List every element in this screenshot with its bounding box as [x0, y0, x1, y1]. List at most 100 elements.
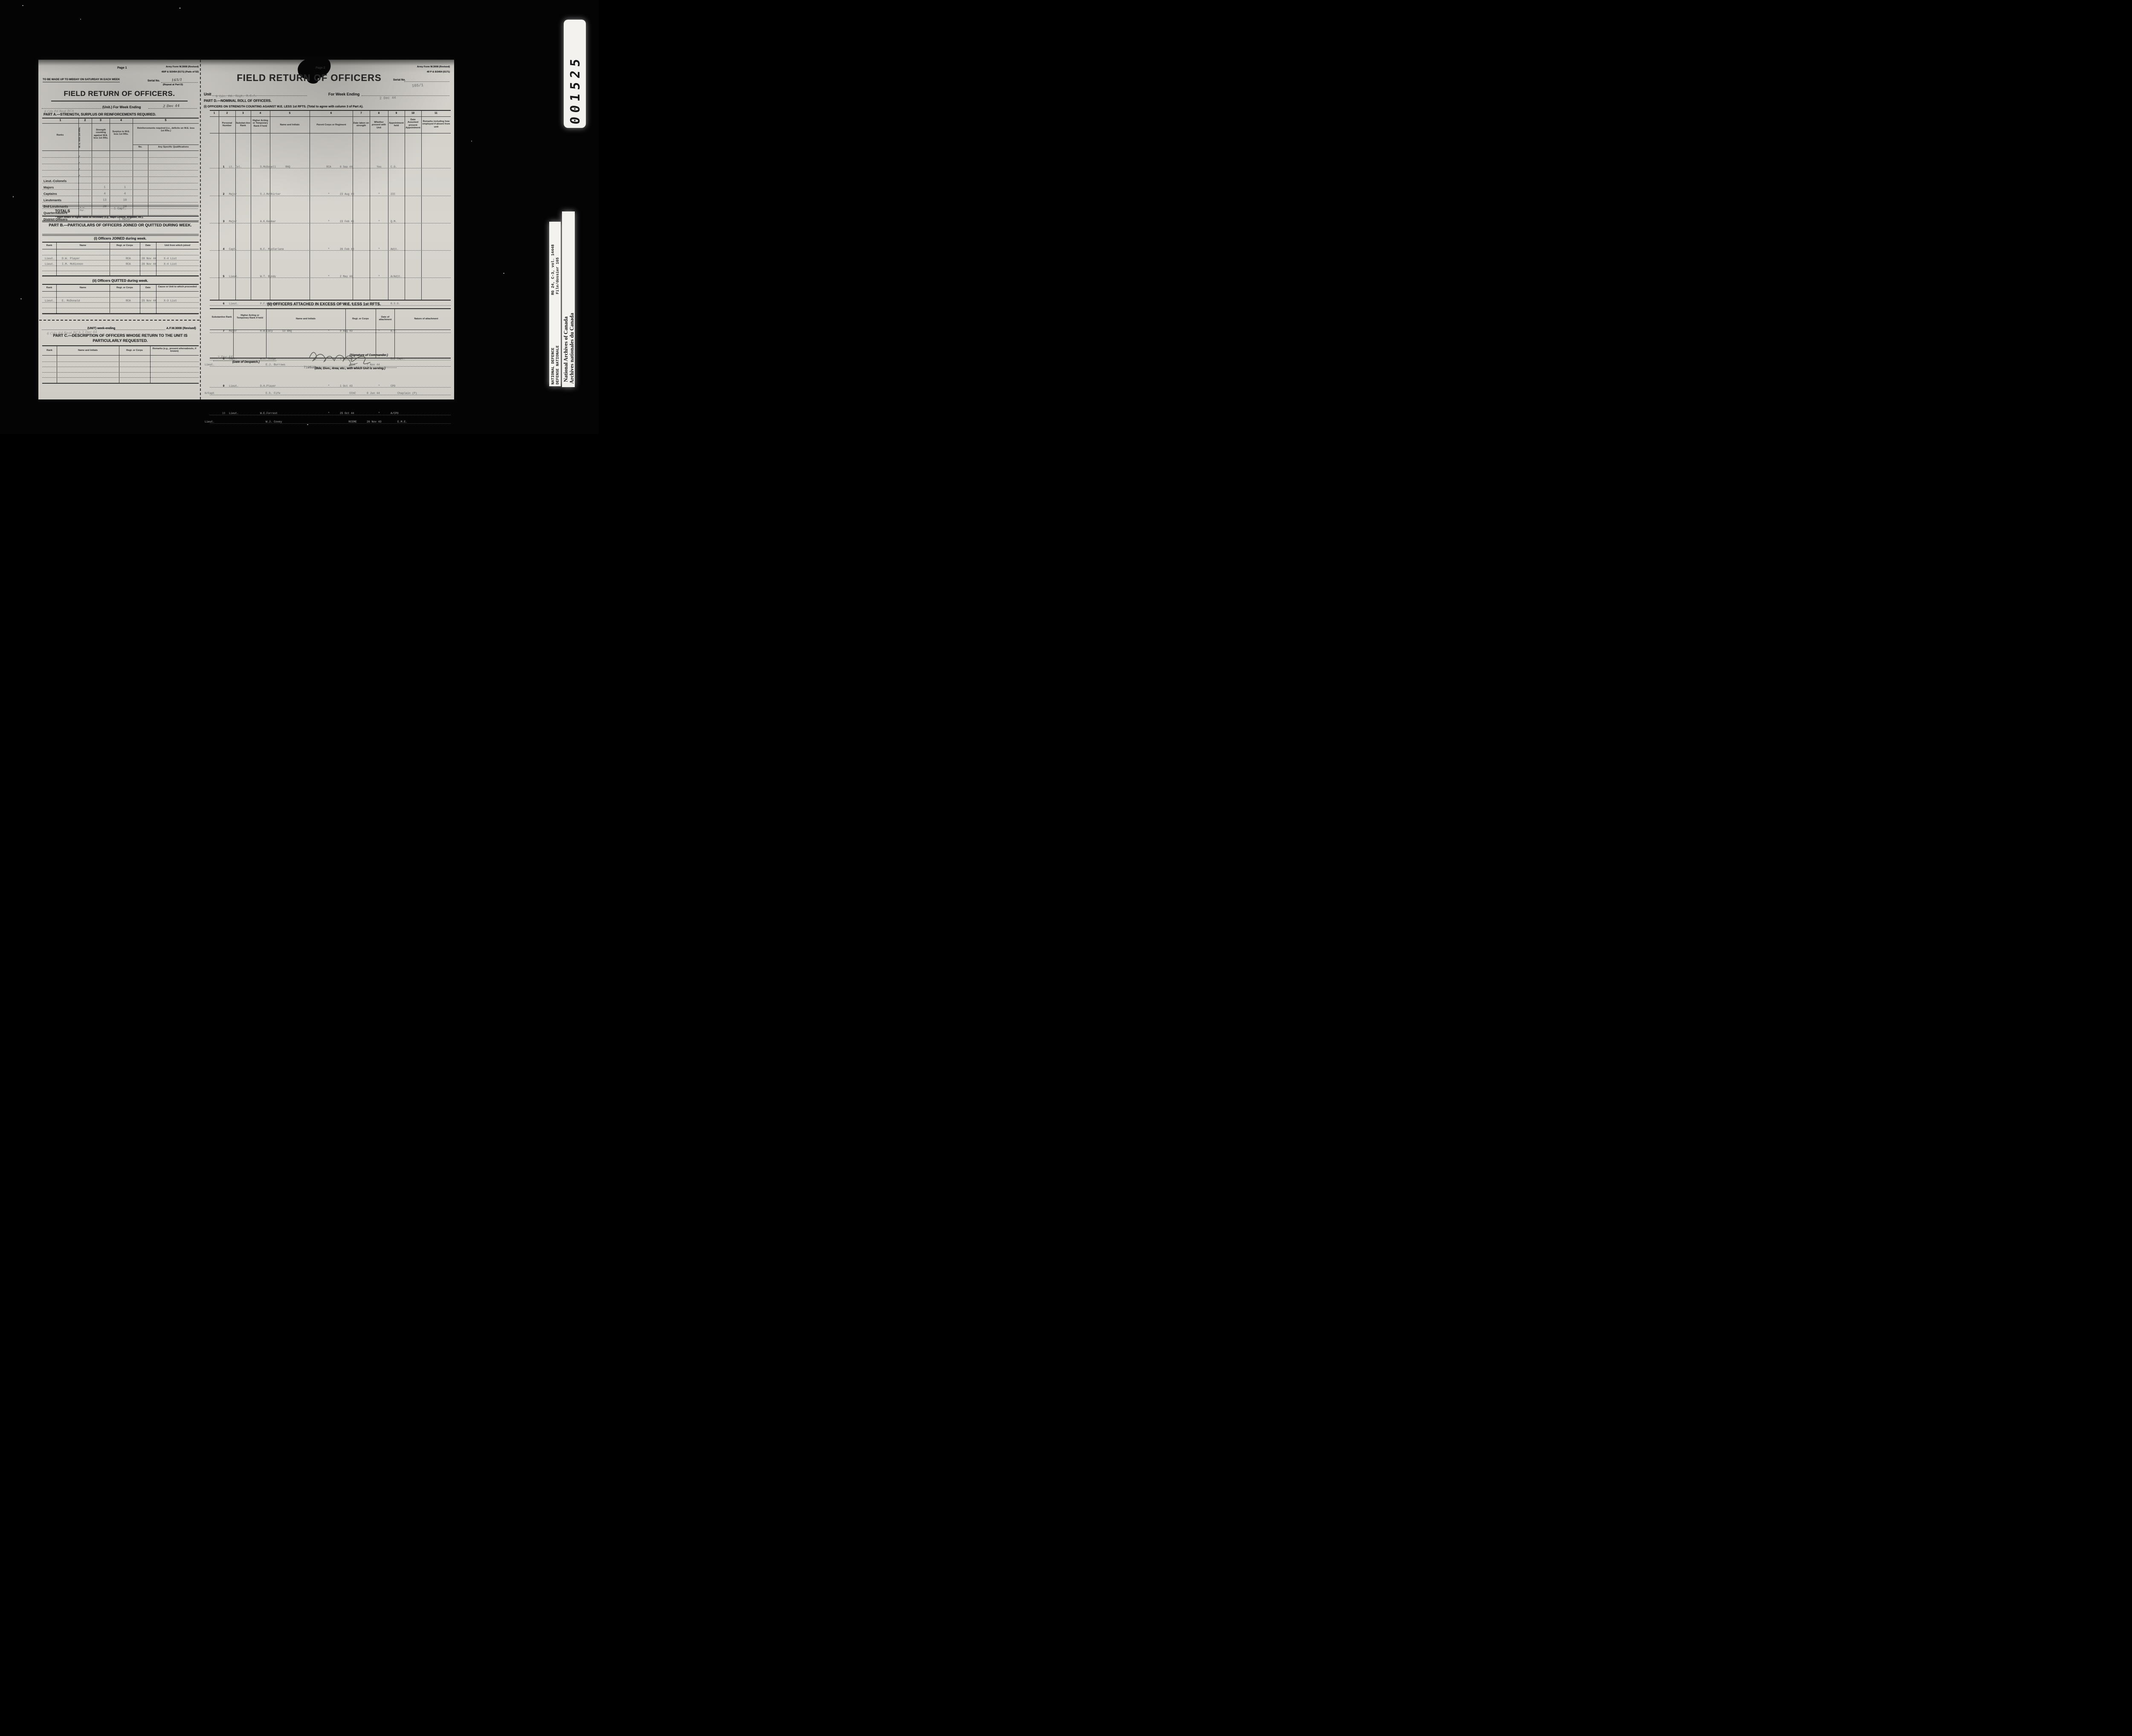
partA-colnum-4: 4 — [120, 119, 122, 122]
officer-rank: Lieut. — [229, 275, 239, 278]
partA-rank-label: Majors — [43, 185, 54, 189]
despatch-date-label: (Date of Despatch.) — [232, 361, 260, 364]
partB-joined-title: (i) Officers JOINED during week. — [94, 237, 147, 240]
film-speck — [20, 298, 22, 299]
attachment-nature: E.M.E. — [397, 420, 408, 423]
quitted-row — [42, 292, 199, 298]
whether-present: " — [378, 247, 380, 251]
joined-h-name: Name — [79, 244, 87, 247]
quitted-row — [42, 308, 199, 313]
partA-header-ranks: Ranks — [56, 134, 64, 136]
whether-present: " — [378, 357, 380, 360]
partC-h-corps: Regt. or Corps — [126, 349, 143, 352]
partD-coln-7: 7 — [360, 112, 362, 115]
joined-corps: RCA — [126, 262, 131, 266]
page-1: Page 1 Army Form W.3008 (Revised) 40/P &… — [38, 60, 200, 399]
row-number: 6 — [223, 302, 225, 305]
partA-colnum-2: 2 — [84, 119, 86, 122]
officer-corps: " — [328, 220, 330, 223]
partA-asterisk: * — [79, 175, 80, 178]
appointment-held: A/CPO — [391, 412, 399, 415]
officer-corps: " — [328, 275, 330, 278]
joined-h-rank: Rank — [46, 244, 52, 247]
row-number: 1 — [223, 165, 225, 168]
whether-present: " — [378, 384, 380, 388]
frame-counter-digits: 001525 — [568, 54, 583, 125]
partA-heading: PART A.—STRENGTH, SURPLUS OR REINFORCEME… — [43, 113, 156, 116]
make-up-note: TO BE MADE UP TO MIDDAY ON SATURDAY IN E… — [43, 78, 120, 82]
partC-unit-week-label: (UNIT) week-ending — [87, 327, 116, 330]
afw-ref: A.F.W.3008 (Revised) — [166, 327, 196, 330]
joined-row: Lieut. D.W. Player RCA 28 Nov 44 X-4 Lis… — [42, 255, 199, 260]
partA-rank-label: Lieutenants — [43, 198, 62, 202]
officer-name: W.E.Forrest — [260, 412, 278, 415]
appointment-held: Q.M. — [391, 220, 397, 223]
appointment-held: Bty Capt. — [391, 357, 405, 360]
officer-rank: Lieut. — [229, 384, 239, 388]
quitted-h-date: Date — [145, 286, 151, 289]
partA-colnum-3: 3 — [100, 119, 101, 122]
officer-corps: " — [328, 384, 330, 388]
attached-officer-row: Lieut. W.J. Covey RCEME 26 Nov 43 E.M.E. — [205, 418, 451, 424]
officer-rank: Capt. — [229, 357, 237, 360]
week-value: 2 Dec 44 — [379, 96, 396, 101]
partA-header-we: W. E. less 1st Rfts. — [78, 127, 81, 148]
officer-rank: Lieut. — [229, 412, 239, 415]
unit-line-left — [42, 105, 101, 109]
partD2-rows: Lieut. E.J. Burrows RCA 7 Nov 44 H/Capt … — [205, 330, 451, 434]
attached-name: E.S. Fife — [266, 392, 281, 395]
partD-coln-3: 3 — [242, 112, 244, 115]
defence-label-line1: NATIONAL DEFENCE — [551, 347, 555, 385]
commander-signature — [309, 352, 371, 366]
page2-title: FIELD RETURN OF OFFICERS — [237, 72, 382, 83]
officer-name: D.H.Player — [260, 384, 276, 388]
partD-coln-1: 1 — [213, 112, 215, 115]
partA-header-reinf: Reinforcements required (i.e., deficits … — [137, 127, 195, 133]
officer-corps: " — [328, 412, 330, 415]
serial-label: Serial No. — [148, 79, 160, 82]
date-taken-on-strength: 8 Sep 44 — [340, 165, 353, 168]
attached-rank: Lieut. — [205, 420, 215, 423]
partA-rank-label: Captains — [43, 192, 57, 196]
row-number: 5 — [223, 275, 225, 278]
partA-row: * — [42, 151, 199, 159]
week-label: For Week Ending — [328, 92, 360, 96]
appointment-held: 2IC — [391, 193, 396, 196]
partD-h-personal: Personal Number — [222, 122, 232, 127]
partC-empty-row — [42, 362, 199, 367]
joined-unit: X-4 List — [164, 257, 177, 260]
officer-name: W.H. Hodge — [260, 357, 276, 360]
date-taken-on-strength: 14 Jun 44 — [340, 302, 354, 305]
partD-coln-2: 2 — [226, 112, 228, 115]
page-fold-perforation — [200, 60, 201, 399]
partA-rank-label: Quartermasters — [43, 211, 67, 215]
partD1-title: (i) OFFICERS ON STRENGTH COUNTING AGAINS… — [204, 105, 363, 108]
partD-row: 8 Capt. W.H. Hodge " 1 Jun 43 " Bty Capt… — [210, 356, 451, 360]
archives-label-fr: Archives nationales du Canada — [569, 312, 575, 384]
partD-table: 1 2 3 4 5 6 7 8 9 10 11 Personal Number … — [210, 110, 451, 415]
row-number: 10 — [222, 412, 226, 415]
page2-serial-value: 165/1 — [411, 83, 424, 88]
film-speck — [471, 141, 472, 142]
partC-h-name: Name and Initials — [78, 349, 98, 352]
row-number: 3 — [223, 220, 225, 223]
joined-name: D.W. Player — [62, 257, 80, 260]
partD-h-appointment: Appointment held — [389, 122, 404, 127]
partD-h-substantive: Substan-tive Rank — [236, 122, 250, 127]
officer-corps: RCA — [326, 165, 331, 168]
partA-rank-label: Lieut.-Colonels — [43, 179, 67, 183]
partC-empty-row — [42, 367, 199, 373]
unit-week-label: (Unit.) For Week Ending — [102, 105, 141, 109]
joined-h-corps: Regt. or Corps — [116, 244, 133, 247]
page1-title: FIELD RETURN OF OFFICERS. — [64, 90, 175, 98]
partD-row: 10 Lieut. W.E.Forrest " 25 Oct 44 " A/CP… — [210, 411, 451, 415]
partD-coln-10: 10 — [411, 112, 414, 115]
officer-corps: " — [328, 357, 330, 360]
page2-form-ref-2: 40 P & S/2454 (5171) — [426, 71, 450, 73]
officer-name: W.T. Bundy — [260, 275, 276, 278]
file-reference-strip: RG 24, C-3, vol. 14448 File/dossier 165 … — [549, 222, 561, 386]
partA-footnote: * Insert details of higher ranks as nece… — [55, 216, 144, 219]
rg-reference-line1: RG 24, C-3, vol. 14448 — [551, 244, 555, 295]
partA-asterisk: * — [79, 162, 80, 165]
partA-row: Majors 1 1 — [42, 183, 199, 190]
